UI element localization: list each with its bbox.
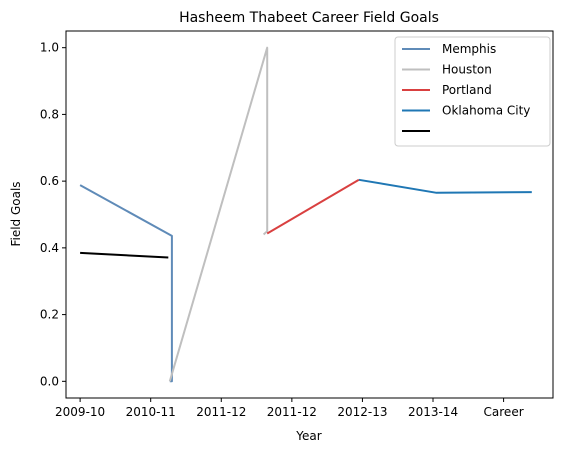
series-line-houston: [168, 46, 269, 382]
x-axis-label: Year: [295, 429, 321, 443]
legend: Memphis Houston Portland Oklahoma City: [394, 36, 551, 147]
series-line-portland: [266, 178, 360, 235]
series-line-oklahoma-city: [358, 178, 532, 194]
x-tick-label: 2011-12: [196, 405, 246, 419]
x-tick-label: 2011-12: [267, 405, 317, 419]
x-tick-label: Career: [484, 405, 524, 419]
legend-label-oklahoma-city: Oklahoma City: [442, 104, 530, 118]
x-tick-label: 2013-14: [408, 405, 458, 419]
x-tick-label: 2012-13: [337, 405, 387, 419]
y-axis-ticks: 0.0 0.2 0.4 0.6 0.8 1.0: [40, 41, 66, 388]
y-tick-label: 0.4: [40, 241, 59, 255]
legend-label-houston: Houston: [442, 63, 492, 77]
x-tick-label: 2010-11: [126, 405, 176, 419]
y-tick-label: 0.0: [40, 374, 59, 388]
y-tick-label: 0.6: [40, 174, 59, 188]
y-tick-label: 0.8: [40, 107, 59, 121]
x-axis-ticks: 2009-10 2010-11 2011-12 2011-12 2012-13 2013-…: [55, 398, 524, 419]
series-line-memphis: [79, 184, 173, 383]
legend-frame: [394, 36, 551, 147]
legend-label-portland: Portland: [442, 83, 492, 97]
y-tick-label: 0.2: [40, 308, 59, 322]
legend-label-memphis: Memphis: [442, 42, 496, 56]
series-layer: [79, 46, 532, 383]
series-line-unlabeled: [80, 251, 169, 259]
chart-title: Hasheem Thabeet Career Field Goals: [179, 10, 439, 26]
x-tick-label: 2009-10: [55, 405, 105, 419]
y-axis-label: Field Goals: [9, 181, 23, 246]
plot-frame: [65, 30, 554, 399]
y-tick-label: 1.0: [40, 41, 59, 55]
